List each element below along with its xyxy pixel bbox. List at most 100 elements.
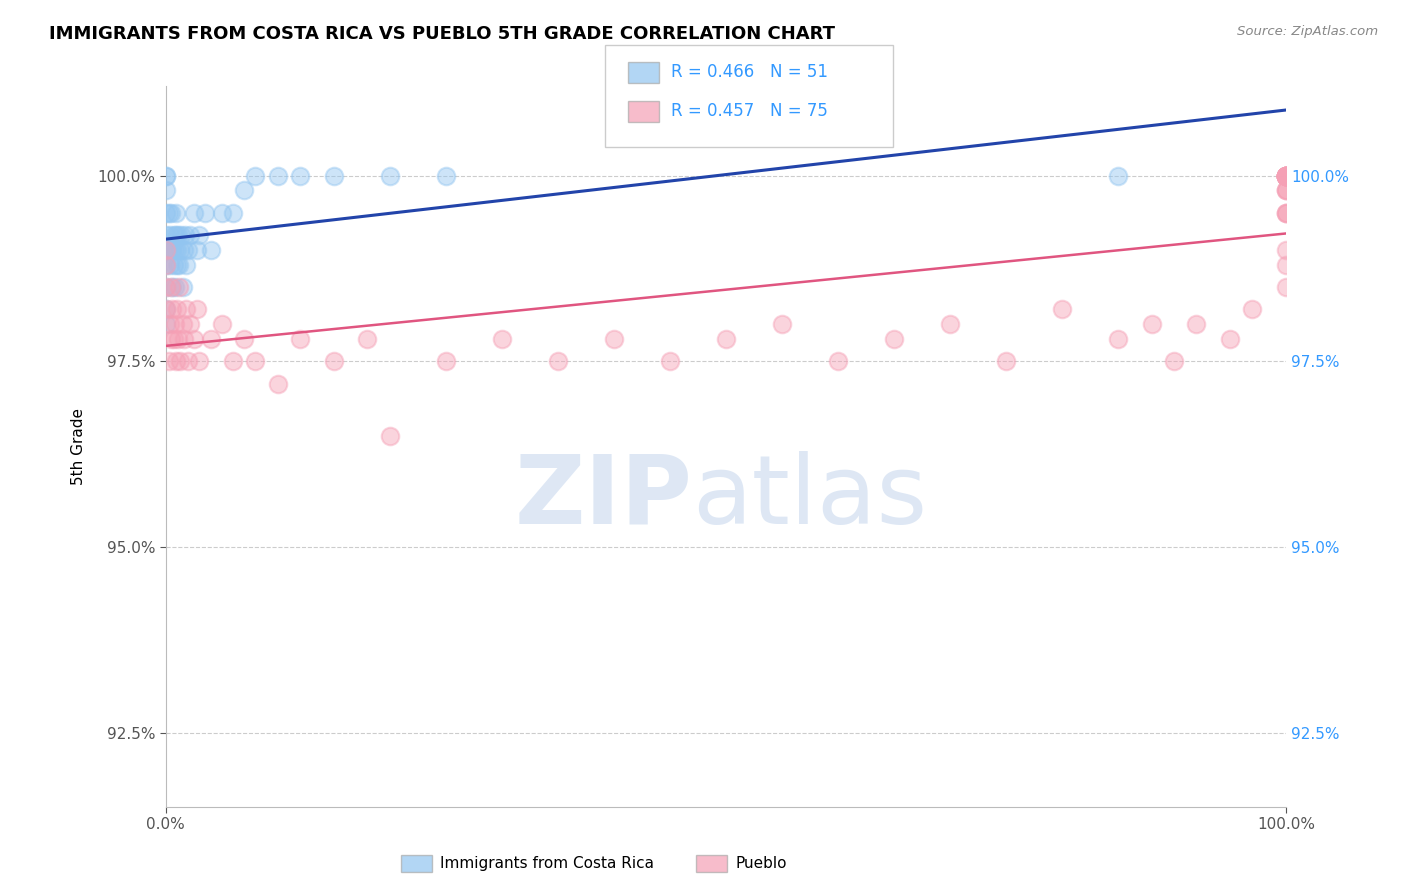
Point xyxy=(155,280,177,294)
Point xyxy=(770,317,793,331)
Point xyxy=(167,227,190,242)
Point xyxy=(159,317,181,331)
Text: Source: ZipAtlas.com: Source: ZipAtlas.com xyxy=(1237,25,1378,38)
Point xyxy=(162,258,184,272)
Point xyxy=(1275,258,1298,272)
Text: IMMIGRANTS FROM COSTA RICA VS PUEBLO 5TH GRADE CORRELATION CHART: IMMIGRANTS FROM COSTA RICA VS PUEBLO 5TH… xyxy=(49,25,835,43)
Point xyxy=(183,332,205,346)
Point xyxy=(1275,169,1298,183)
Point xyxy=(155,243,177,257)
Point xyxy=(162,227,184,242)
Point xyxy=(491,332,513,346)
Point xyxy=(211,205,233,219)
Point xyxy=(714,332,737,346)
Point xyxy=(166,302,188,317)
Point xyxy=(155,169,177,183)
Point xyxy=(173,332,195,346)
Point xyxy=(163,317,186,331)
Point xyxy=(1275,205,1298,219)
Point xyxy=(1275,243,1298,257)
Point xyxy=(1275,169,1298,183)
Point xyxy=(155,205,177,219)
Point xyxy=(1163,354,1185,368)
Point xyxy=(162,302,184,317)
Point xyxy=(155,258,177,272)
Point xyxy=(159,227,181,242)
Point xyxy=(166,258,188,272)
Point xyxy=(267,169,290,183)
Point xyxy=(155,243,177,257)
Point xyxy=(165,227,187,242)
Text: atlas: atlas xyxy=(692,450,928,543)
Point xyxy=(233,332,256,346)
Text: Immigrants from Costa Rica: Immigrants from Costa Rica xyxy=(440,856,654,871)
Point xyxy=(155,258,177,272)
Point xyxy=(167,258,190,272)
Point xyxy=(155,302,177,317)
Point xyxy=(169,243,191,257)
Point xyxy=(169,354,191,368)
Point xyxy=(183,205,205,219)
Point xyxy=(547,354,569,368)
Point xyxy=(174,258,197,272)
Point xyxy=(177,243,200,257)
Point xyxy=(1275,205,1298,219)
Point xyxy=(434,169,457,183)
Point xyxy=(163,243,186,257)
Point xyxy=(170,227,193,242)
Point xyxy=(1275,169,1298,183)
Point xyxy=(658,354,681,368)
Point xyxy=(157,354,180,368)
Point xyxy=(194,205,217,219)
Point xyxy=(245,354,267,368)
Point xyxy=(163,280,186,294)
Point xyxy=(186,302,208,317)
Point xyxy=(159,258,181,272)
Point xyxy=(603,332,626,346)
Point xyxy=(1275,169,1298,183)
Point xyxy=(883,332,905,346)
Point xyxy=(162,280,184,294)
Point xyxy=(1185,317,1208,331)
Text: R = 0.466   N = 51: R = 0.466 N = 51 xyxy=(671,63,828,81)
Point xyxy=(167,280,190,294)
Point xyxy=(290,169,312,183)
Point xyxy=(994,354,1017,368)
Point xyxy=(1275,169,1298,183)
Point xyxy=(939,317,962,331)
Point xyxy=(1275,183,1298,197)
Point xyxy=(172,280,194,294)
Point xyxy=(188,227,211,242)
Point xyxy=(177,354,200,368)
Point xyxy=(222,205,245,219)
Point xyxy=(186,243,208,257)
Point xyxy=(245,169,267,183)
Point xyxy=(290,332,312,346)
Point xyxy=(1275,169,1298,183)
Point xyxy=(155,169,177,183)
Point xyxy=(1107,332,1129,346)
Point xyxy=(179,317,201,331)
Point xyxy=(173,227,195,242)
Point xyxy=(165,205,187,219)
Point xyxy=(322,169,344,183)
Point xyxy=(222,354,245,368)
Point xyxy=(356,332,378,346)
Point xyxy=(211,317,233,331)
Text: R = 0.457   N = 75: R = 0.457 N = 75 xyxy=(671,102,828,120)
Point xyxy=(160,243,183,257)
Point xyxy=(1275,183,1298,197)
Point xyxy=(1275,205,1298,219)
Point xyxy=(378,428,401,442)
Point xyxy=(1107,169,1129,183)
Point xyxy=(1219,332,1241,346)
Point xyxy=(167,332,190,346)
Point xyxy=(1275,169,1298,183)
Point xyxy=(322,354,344,368)
Text: Pueblo: Pueblo xyxy=(735,856,787,871)
Point xyxy=(172,317,194,331)
Point xyxy=(188,354,211,368)
Point xyxy=(827,354,849,368)
Point xyxy=(200,243,222,257)
Point xyxy=(378,169,401,183)
